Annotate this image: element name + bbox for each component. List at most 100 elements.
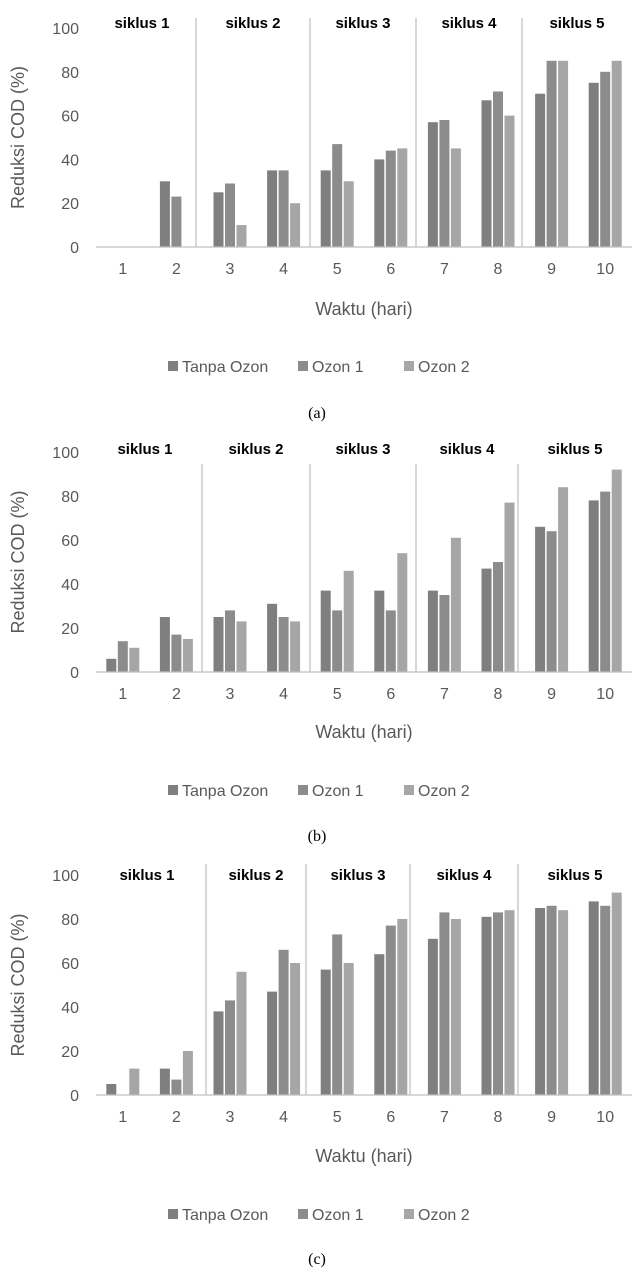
legend-label-ozon-1: Ozon 1 [312,783,364,800]
bar-ozon-2 [236,971,247,1095]
y-tick-label: 0 [70,1088,79,1105]
x-tick-label: 6 [386,686,395,703]
cycle-label: siklus 2 [228,867,283,884]
cycle-label: siklus 5 [549,15,604,32]
legend-swatch-ozon-2 [404,785,414,795]
bar-ozon-2 [129,1068,140,1095]
bar-ozon-1 [493,91,503,247]
y-tick-label: 100 [52,868,79,885]
legend-swatch-ozon-2 [404,361,414,371]
bar-ozon-1 [600,491,611,672]
bar-ozon-1 [385,610,396,672]
bar-ozon-2 [343,181,354,247]
bar-ozon-2 [236,621,247,672]
y-tick-label: 0 [70,240,79,257]
bar-tanpa-ozon [535,526,546,672]
cycle-label: siklus 5 [547,867,602,884]
figure-caption: (b) [308,828,327,845]
bar-tanpa-ozon [159,1068,170,1095]
bar-tanpa-ozon [481,568,492,672]
cycle-label: siklus 1 [114,15,169,32]
bar-ozon-1 [385,150,396,247]
bar-tanpa-ozon [427,122,438,247]
y-tick-label: 100 [52,445,79,462]
y-axis-title: Reduksi COD (%) [8,66,28,209]
y-tick-label: 20 [61,1044,79,1061]
legend-label-ozon-2: Ozon 2 [418,1207,470,1224]
bar-ozon-1 [493,912,503,1095]
bar-ozon-2 [504,115,515,247]
legend-label-ozon-1: Ozon 1 [312,1207,364,1224]
cycle-label: siklus 2 [225,15,280,32]
chart-panel-a: 0 20 40 60 80 100 Reduksi COD (%) 1 2 3 4 5 6 7 8 9 10 si… [8,15,632,422]
x-axis-title: Waktu (hari) [315,1146,412,1166]
bar-ozon-1 [439,120,450,247]
bar-ozon-2 [129,647,140,672]
legend-swatch-ozon-1 [298,785,308,795]
x-tick-label: 1 [118,686,127,703]
y-tick-label: 80 [61,912,79,929]
bar-tanpa-ozon [374,954,385,1095]
bar-ozon-1 [439,912,450,1095]
cycle-label: siklus 5 [547,441,602,458]
x-tick-label: 5 [333,686,342,703]
x-tick-label: 10 [596,261,614,278]
bar-tanpa-ozon [106,658,117,672]
bar-ozon-1 [332,144,343,247]
bar-tanpa-ozon [427,938,438,1095]
cycle-label: siklus 3 [335,15,390,32]
x-tick-label: 2 [172,261,181,278]
y-tick-label: 60 [61,956,79,973]
bar-ozon-1 [278,170,289,247]
x-tick-label: 5 [333,261,342,278]
bar-ozon-2 [450,919,461,1095]
bar-ozon-1 [600,905,611,1095]
x-tick-label: 4 [279,686,288,703]
legend-swatch-ozon-1 [298,361,308,371]
bar-tanpa-ozon [320,969,331,1095]
x-tick-label: 3 [226,1109,235,1126]
x-tick-label: 4 [279,1109,288,1126]
chart-panel-b: 0 20 40 60 80 100 Reduksi COD (%) 1 2 3 4 5 6 7 8 9 10 si… [8,441,632,845]
x-tick-label: 10 [596,686,614,703]
legend-label-ozon-2: Ozon 2 [418,783,470,800]
bar-tanpa-ozon [481,100,492,247]
bar-ozon-2 [611,892,622,1095]
y-tick-label: 0 [70,665,79,682]
bar-ozon-1 [546,905,557,1095]
legend-swatch-tanpa-ozon [168,785,178,795]
figure-caption: (c) [308,1251,326,1268]
legend-label-tanpa-ozon: Tanpa Ozon [182,1207,268,1224]
bar-ozon-2 [558,487,569,672]
legend-swatch-ozon-2 [404,1209,414,1219]
bar-ozon-1 [225,183,235,247]
bar-ozon-1 [493,562,503,672]
x-tick-label: 7 [440,686,449,703]
x-tick-label: 1 [118,1109,127,1126]
bar-ozon-1 [600,71,611,247]
y-tick-label: 60 [61,533,79,550]
bar-ozon-2 [504,502,515,672]
bar-ozon-2 [558,60,569,247]
bar-tanpa-ozon [267,991,278,1095]
x-tick-label: 3 [226,261,235,278]
y-tick-label: 40 [61,1000,79,1017]
x-tick-label: 8 [494,1109,503,1126]
bar-tanpa-ozon [320,590,331,672]
bar-ozon-1 [171,196,182,247]
x-tick-label: 7 [440,261,449,278]
y-tick-label: 20 [61,621,79,638]
bar-ozon-1 [225,1000,235,1095]
cycle-label: siklus 4 [441,15,497,32]
x-tick-label: 6 [386,1109,395,1126]
bar-tanpa-ozon [427,590,438,672]
x-tick-label: 10 [596,1109,614,1126]
y-tick-label: 40 [61,152,79,169]
bar-tanpa-ozon [588,500,599,672]
legend-swatch-tanpa-ozon [168,1209,178,1219]
bar-tanpa-ozon [374,159,385,247]
legend-swatch-ozon-1 [298,1209,308,1219]
bar-tanpa-ozon [213,192,224,248]
x-tick-label: 8 [494,686,503,703]
x-tick-label: 9 [547,686,556,703]
